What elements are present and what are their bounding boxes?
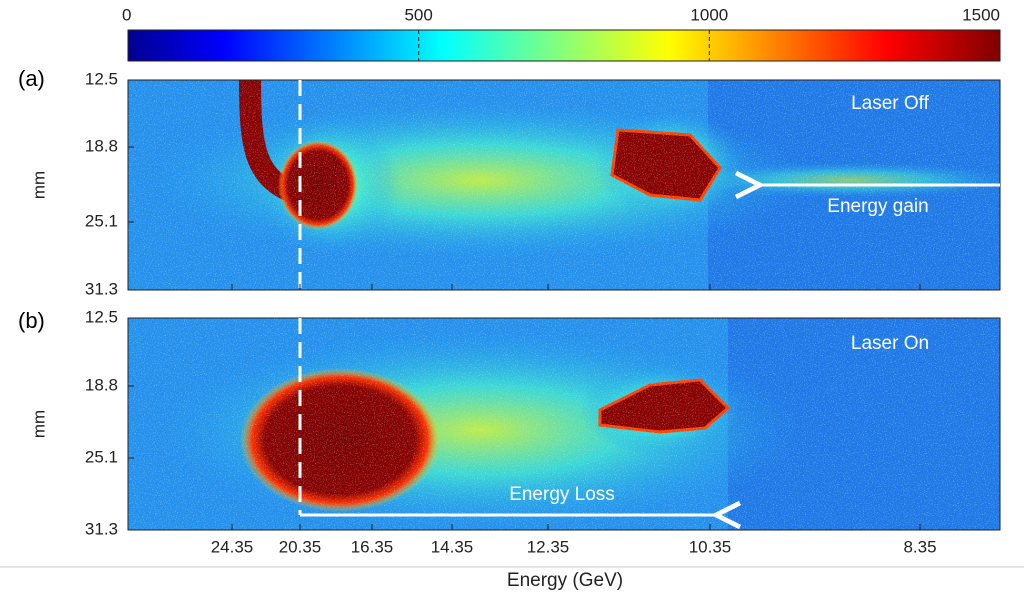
y-tick-label: 18.8 xyxy=(85,375,118,394)
ticks: 12.5 18.8 25.1 31.3 12.5 18.8 25.1 31.3 24.35 20.… xyxy=(85,69,937,556)
x-tick-label: 24.35 xyxy=(211,537,254,556)
panel-label: (a) xyxy=(18,66,45,91)
x-axis-label: Energy (GeV) xyxy=(507,570,623,591)
y-axis-label: mm xyxy=(29,410,48,438)
colorbar-tick-label: 0 xyxy=(122,5,131,24)
arrow-label: Energy Loss xyxy=(509,484,615,505)
colorbar-tick-label: 500 xyxy=(404,5,432,24)
x-tick-label: 16.35 xyxy=(351,537,394,556)
x-tick-label: 10.35 xyxy=(689,537,732,556)
x-tick-label: 20.35 xyxy=(279,537,322,556)
y-tick-label: 12.5 xyxy=(85,307,118,326)
panel-label: (b) xyxy=(18,308,45,333)
y-tick-label: 12.5 xyxy=(85,69,118,88)
panel-a-image xyxy=(128,80,1000,290)
colorbar-tick-label: 1000 xyxy=(690,5,728,24)
x-tick-label: 12.35 xyxy=(527,537,570,556)
colorbar-ticks: 0 500 1000 1500 xyxy=(122,5,1001,61)
panel-b-frame xyxy=(127,317,1001,531)
annotation: Laser Off xyxy=(851,93,930,114)
y-tick-label: 25.1 xyxy=(85,211,118,230)
y-tick-label: 18.8 xyxy=(85,136,118,155)
colorbar xyxy=(127,29,1001,62)
x-tick-label: 14.35 xyxy=(431,537,474,556)
y-tick-label: 31.3 xyxy=(85,519,118,538)
panel-b-image xyxy=(128,318,1000,530)
x-tick-label: 8.35 xyxy=(903,537,936,556)
arrow-label: Energy gain xyxy=(827,196,928,217)
y-tick-label: 25.1 xyxy=(85,447,118,466)
colorbar-tick-label: 1500 xyxy=(962,5,1000,24)
annotation: Laser On xyxy=(851,333,929,354)
y-axis-label: mm xyxy=(29,171,48,199)
y-tick-label: 31.3 xyxy=(85,279,118,298)
